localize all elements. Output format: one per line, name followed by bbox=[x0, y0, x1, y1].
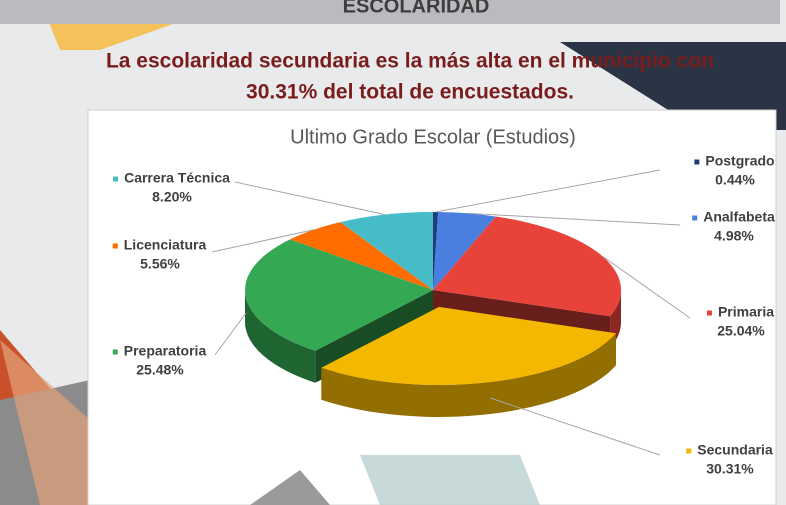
data-label-value: 8.20% bbox=[152, 189, 192, 205]
header-title: ESCOLARIDAD bbox=[343, 0, 490, 17]
pie bbox=[245, 211, 622, 417]
legend-marker bbox=[112, 349, 118, 355]
leader-line bbox=[467, 212, 681, 226]
slice bbox=[433, 211, 439, 290]
labels: Postgrado 0.44% Analfabeta 4.98% Primaria 25.… bbox=[112, 153, 775, 477]
legend-marker bbox=[113, 176, 119, 182]
header-bar bbox=[0, 0, 780, 24]
data-label-name: Postgrado bbox=[705, 153, 774, 169]
data-label-value: 0.44% bbox=[715, 172, 755, 188]
leader-line bbox=[211, 229, 314, 253]
leader-line bbox=[435, 169, 661, 213]
slice bbox=[321, 306, 616, 385]
legend-marker bbox=[686, 448, 692, 454]
slice-side bbox=[321, 333, 616, 417]
data-label-value: 25.04% bbox=[717, 323, 765, 339]
data-label-name: Licenciatura bbox=[124, 237, 207, 253]
legend-marker bbox=[112, 243, 118, 249]
slice bbox=[290, 222, 433, 290]
data-label-value: 25.48% bbox=[136, 362, 184, 378]
decor bbox=[360, 455, 540, 505]
leader-line bbox=[490, 397, 661, 456]
slice bbox=[245, 239, 433, 351]
data-label-value: 30.31% bbox=[706, 461, 754, 477]
decor bbox=[0, 340, 90, 505]
data-label-name: Analfabeta bbox=[703, 209, 775, 225]
decor bbox=[560, 42, 786, 130]
legend-marker bbox=[706, 310, 712, 316]
headline: 30.31% del total de encuestados. bbox=[246, 81, 574, 104]
slice-side bbox=[245, 290, 316, 383]
headline: La escolaridad secundaria es la más alta… bbox=[106, 50, 714, 73]
legend-marker bbox=[694, 159, 700, 165]
data-label-value: 5.56% bbox=[140, 256, 180, 272]
legend-marker bbox=[692, 215, 698, 221]
data-label-name: Secundaria bbox=[697, 442, 773, 458]
leader-line bbox=[234, 181, 386, 216]
leader-line bbox=[214, 313, 247, 356]
slice bbox=[340, 212, 433, 290]
slice bbox=[433, 216, 622, 317]
chart-title: Ultimo Grado Escolar (Estudios) bbox=[290, 126, 576, 148]
decor bbox=[250, 470, 330, 505]
data-label-name: Carrera Técnica bbox=[124, 170, 230, 186]
data-label-name: Preparatoria bbox=[124, 343, 207, 359]
data-label-value: 4.98% bbox=[714, 228, 754, 244]
leader-line bbox=[602, 256, 691, 319]
slice bbox=[433, 212, 496, 290]
data-label-name: Primaria bbox=[718, 304, 774, 320]
